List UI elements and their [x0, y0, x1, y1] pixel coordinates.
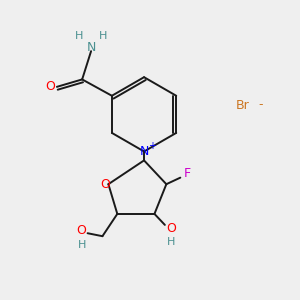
Text: H: H: [167, 236, 175, 247]
Text: H: H: [77, 239, 86, 250]
Text: F: F: [184, 167, 191, 180]
Text: N: N: [86, 41, 96, 54]
Text: O: O: [77, 224, 87, 237]
Text: O: O: [45, 80, 55, 93]
Text: O: O: [100, 178, 110, 191]
Text: N: N: [140, 145, 149, 158]
Text: H: H: [74, 31, 83, 41]
Text: +: +: [148, 141, 156, 151]
Text: Br: Br: [235, 99, 249, 112]
Text: O: O: [166, 222, 176, 235]
Text: -: -: [258, 98, 263, 111]
Text: H: H: [99, 31, 108, 41]
